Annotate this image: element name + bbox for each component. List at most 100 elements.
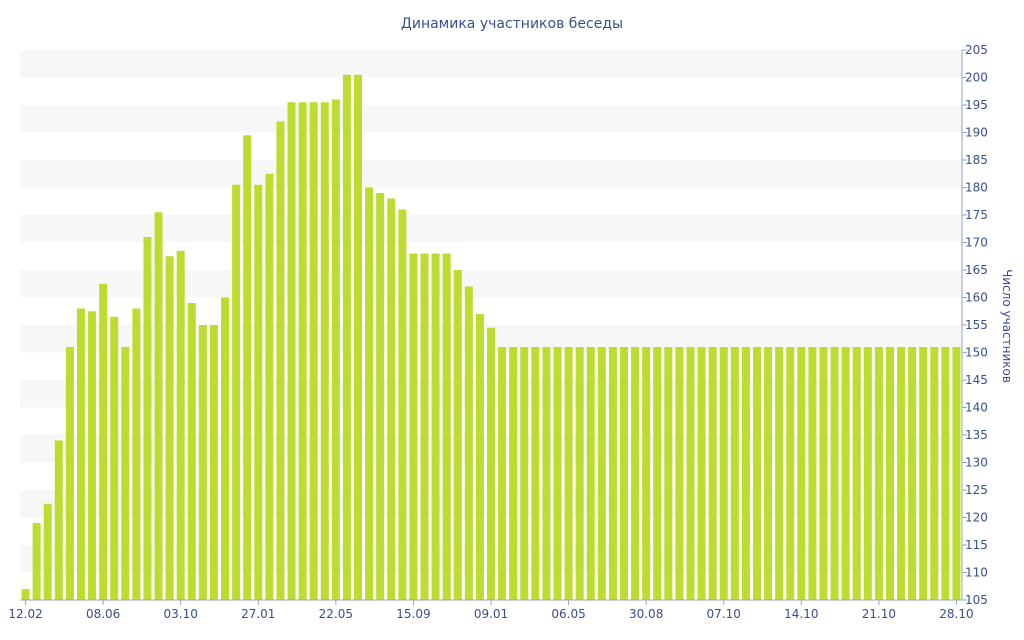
bar — [65, 347, 74, 600]
bar — [719, 347, 728, 600]
bar — [741, 347, 750, 600]
y-tick-label: 175 — [965, 208, 988, 222]
y-tick-label: 150 — [965, 346, 988, 360]
bar — [775, 347, 784, 600]
bar — [232, 184, 241, 600]
y-tick-label: 185 — [965, 153, 988, 167]
bar — [309, 102, 318, 600]
bar — [930, 347, 939, 600]
bar — [542, 347, 551, 600]
x-tick-label: 27.01 — [241, 607, 275, 621]
bar — [908, 347, 917, 600]
grid-band — [20, 215, 962, 243]
x-axis: 12.02 08.06 03.10 27.01 22.05 15.09 09.01 06.05… — [8, 599, 974, 621]
x-tick-label: 07.10 — [707, 607, 741, 621]
y-tick-label: 120 — [965, 511, 988, 525]
y-tick-label: 195 — [965, 98, 988, 112]
bar — [487, 327, 495, 600]
bar — [254, 184, 263, 600]
bar — [431, 253, 440, 600]
bar — [331, 99, 340, 600]
y-tick-label: 160 — [965, 291, 988, 305]
bar — [730, 347, 739, 600]
bar — [941, 347, 950, 600]
bar — [863, 347, 872, 600]
y-tick-label: 205 — [965, 43, 988, 57]
bar — [287, 102, 296, 600]
y-tick-label: 130 — [965, 456, 988, 470]
grid-band — [20, 50, 962, 78]
bar — [830, 347, 839, 600]
y-tick-label: 145 — [965, 373, 988, 387]
bar — [874, 347, 883, 600]
bar — [221, 297, 230, 600]
y-tick-label: 105 — [965, 593, 988, 607]
bar — [243, 135, 252, 600]
bar — [608, 347, 617, 600]
bar — [841, 347, 850, 600]
x-tick-label: 30.08 — [629, 607, 663, 621]
bar — [387, 198, 396, 600]
bar — [509, 347, 518, 600]
bar-series — [21, 74, 961, 600]
y-axis: 105 110 115 120 125 130 135 140 145 150 155 160 165 1… — [961, 43, 988, 607]
bar — [365, 187, 374, 600]
bar — [32, 523, 41, 600]
bar — [498, 347, 507, 600]
chart-title: Динамика участников беседы — [401, 16, 623, 32]
bar — [132, 308, 141, 600]
bar — [54, 440, 63, 600]
x-tick-label: 14.10 — [784, 607, 818, 621]
bar — [575, 347, 584, 600]
y-tick-label: 135 — [965, 428, 988, 442]
bar — [342, 74, 351, 600]
bar — [320, 102, 329, 600]
y-tick-label: 125 — [965, 483, 988, 497]
bar — [298, 102, 307, 600]
y-tick-label: 110 — [965, 566, 988, 580]
bar — [852, 347, 861, 600]
bar — [642, 347, 651, 600]
y-tick-label: 180 — [965, 181, 988, 195]
bar — [398, 209, 407, 600]
x-tick-label: 06.05 — [551, 607, 585, 621]
bar — [620, 347, 628, 600]
bar — [520, 347, 529, 600]
bar — [697, 347, 706, 600]
bar — [376, 193, 385, 600]
bar — [276, 121, 285, 600]
bar — [531, 347, 540, 600]
bar — [409, 253, 418, 600]
bar — [653, 347, 662, 600]
bar — [919, 347, 928, 600]
bar — [952, 347, 961, 600]
bar — [597, 347, 606, 600]
bar — [475, 314, 484, 600]
bar — [420, 253, 429, 600]
bar — [143, 237, 152, 600]
bar — [553, 347, 562, 600]
y-tick-label: 200 — [965, 71, 988, 85]
x-tick-label: 03.10 — [164, 607, 198, 621]
bar — [564, 347, 573, 600]
bar — [464, 286, 473, 600]
x-tick-label: 15.09 — [396, 607, 430, 621]
bar — [819, 347, 828, 600]
bar — [76, 308, 85, 600]
y-tick-label: 140 — [965, 401, 988, 415]
y-tick-label: 170 — [965, 236, 988, 250]
bar — [43, 503, 52, 600]
bar — [453, 270, 462, 600]
bar — [176, 250, 185, 600]
x-tick-label: 28.10 — [939, 607, 973, 621]
bar — [786, 347, 795, 600]
x-tick-label: 08.06 — [86, 607, 120, 621]
bar — [797, 347, 806, 600]
bar — [764, 347, 773, 600]
y-tick-label: 155 — [965, 318, 988, 332]
bar — [664, 347, 673, 600]
bar — [121, 347, 130, 600]
bar — [21, 589, 30, 600]
bar — [354, 74, 362, 600]
